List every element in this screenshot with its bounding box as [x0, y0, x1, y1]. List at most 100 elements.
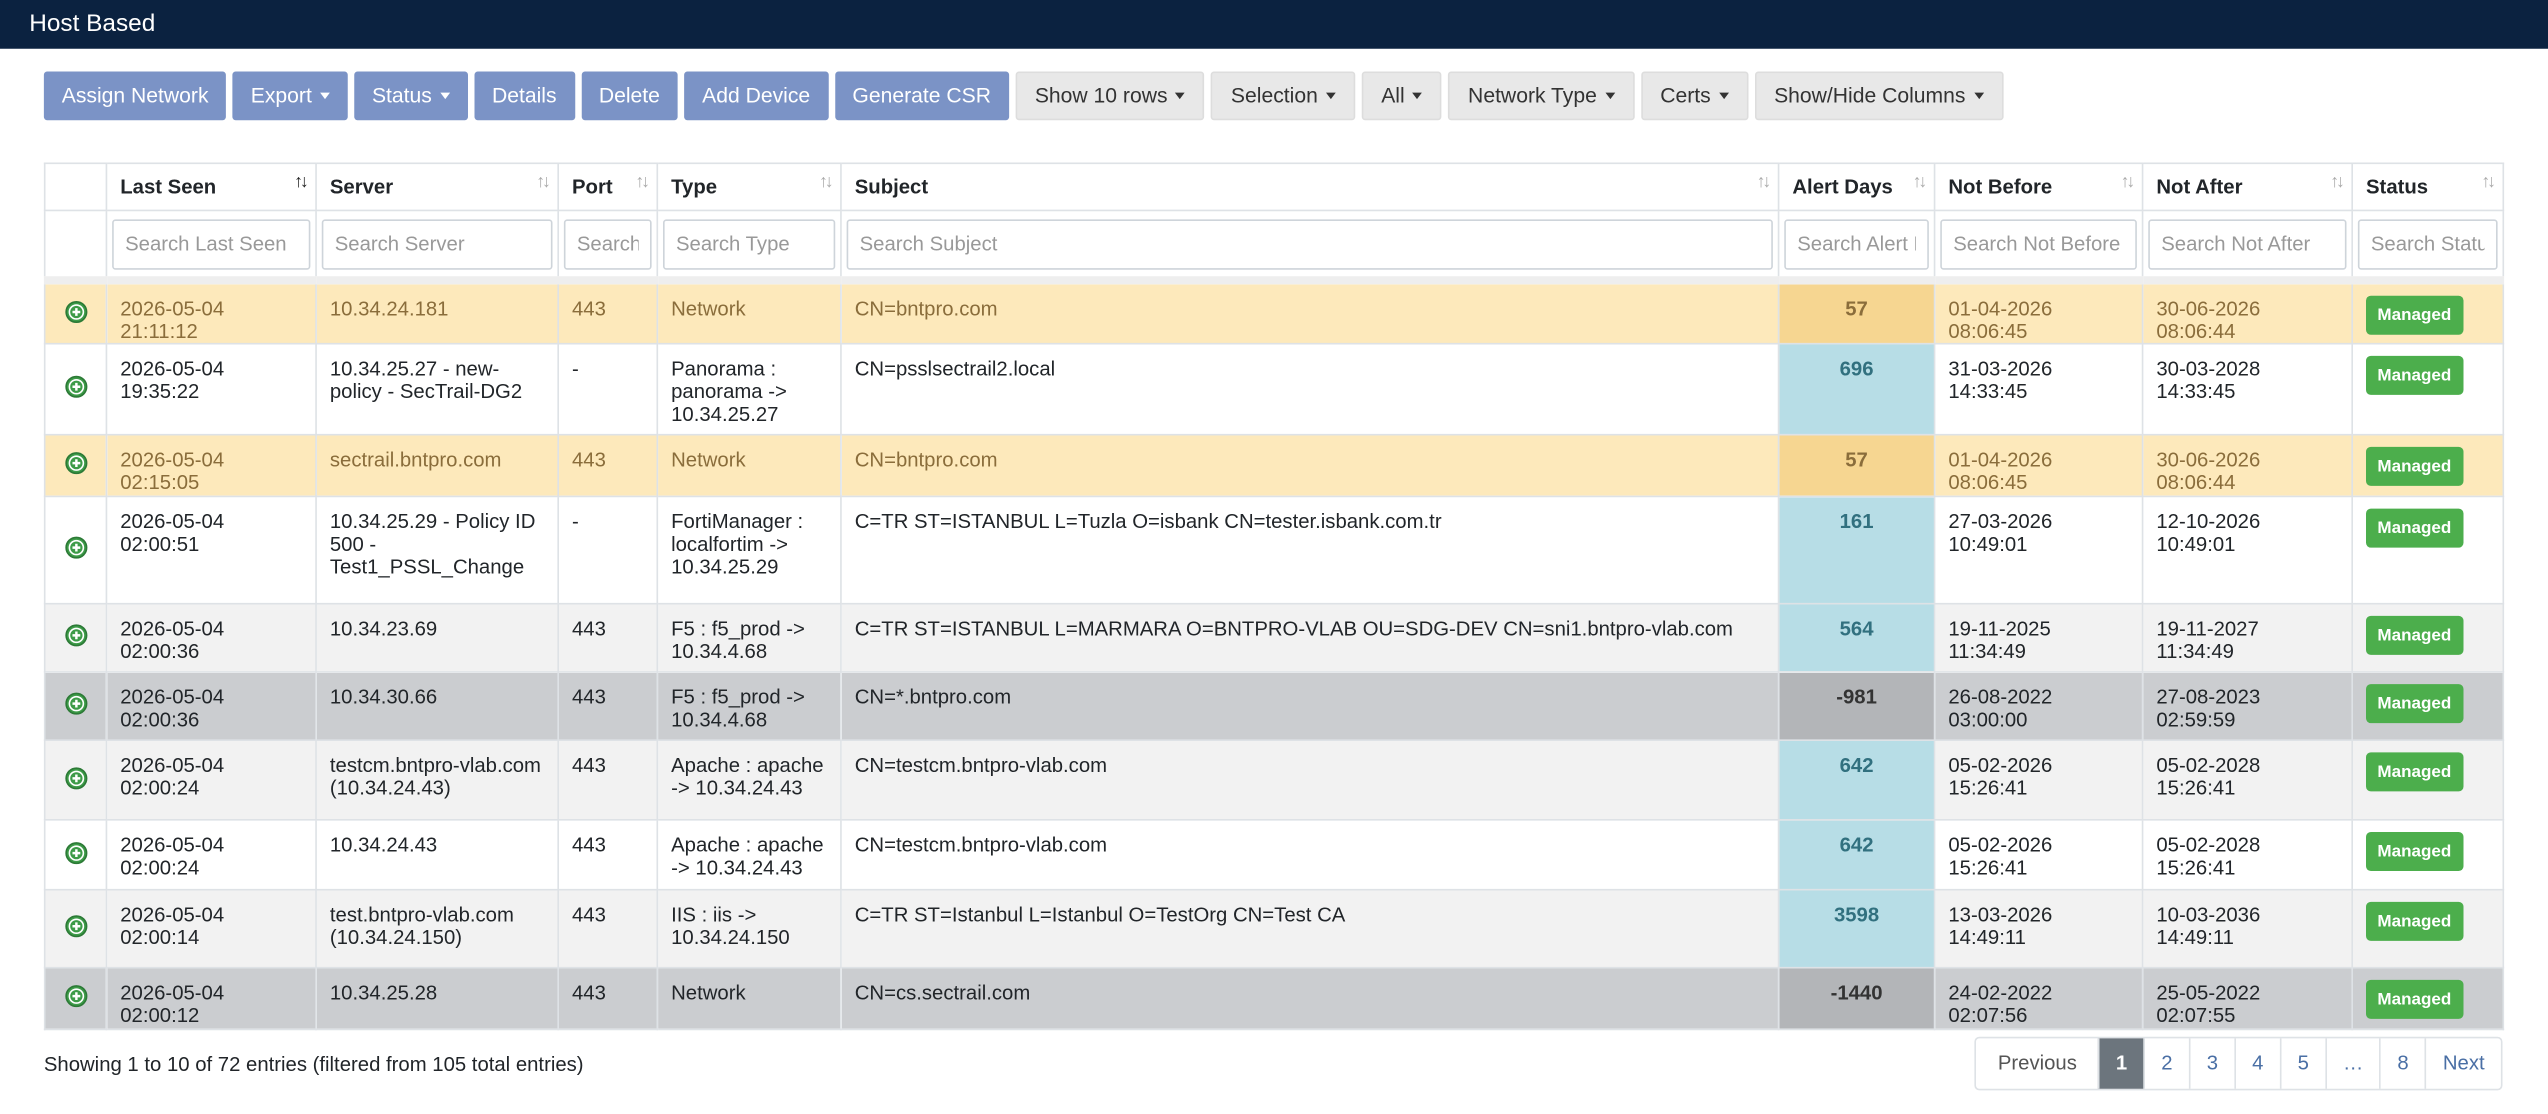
toolbar-button[interactable]: Show/Hide Columns [1754, 71, 2003, 121]
expand-cell [43, 342, 108, 436]
toolbar-button[interactable]: All [1361, 71, 1443, 121]
page-link[interactable]: 1 [2098, 1038, 2144, 1089]
expand-cell [43, 602, 108, 673]
server-cell: 10.34.25.29 - Policy ID 500 - Test1_PSSL… [315, 495, 559, 605]
toolbar-button[interactable]: Selection [1211, 71, 1356, 121]
alert-days-cell: 564 [1777, 602, 1936, 673]
type-cell: Network [656, 433, 842, 498]
subject-cell: C=TR ST=ISTANBUL L=MARMARA O=BNTPRO-VLAB… [840, 602, 1780, 673]
type-cell: IIS : iis -> 10.34.24.150 [656, 888, 842, 969]
search-input[interactable] [1940, 218, 2137, 269]
port-cell: 443 [557, 819, 659, 891]
search-input[interactable] [846, 218, 1773, 269]
page-link[interactable]: 3 [2188, 1038, 2234, 1089]
not-before-cell: 05-02-2026 15:26:41 [1933, 739, 2144, 821]
expand-icon[interactable] [64, 452, 87, 475]
expand-icon[interactable] [64, 692, 87, 715]
type-cell: Apache : apache -> 10.34.24.43 [656, 739, 842, 821]
toolbar-button[interactable]: Delete [580, 71, 678, 121]
column-header[interactable]: Server [315, 162, 559, 212]
toolbar-button[interactable]: Assign Network [43, 71, 227, 121]
column-header[interactable]: Alert Days [1777, 162, 1936, 212]
not-after-cell: 30-03-2028 14:33:45 [2141, 342, 2353, 436]
toolbar-button[interactable]: Show 10 rows [1015, 71, 1205, 121]
expand-icon[interactable] [64, 536, 87, 559]
toolbar-button[interactable]: Network Type [1448, 71, 1635, 121]
table-row: 2026-05-04 02:00:24 testcm.bntpro-vlab.co… [43, 739, 2505, 821]
subject-cell: CN=cs.sectrail.com [840, 966, 1780, 1031]
page-link[interactable]: 5 [2279, 1038, 2325, 1089]
status-cell: Managed [2351, 279, 2505, 345]
not-after-cell: 12-10-2026 10:49:01 [2141, 495, 2353, 605]
type-cell: FortiManager : localfortim -> 10.34.25.2… [656, 495, 842, 605]
not-after-cell: 10-03-2036 14:49:11 [2141, 888, 2353, 969]
table-row: 2026-05-04 02:15:05 sectrail.bntpro.com 44… [43, 433, 2505, 498]
status-cell: Managed [2351, 602, 2505, 673]
table-row: 2026-05-04 02:00:36 10.34.30.66 443 F5 : f5… [43, 671, 2505, 741]
server-cell: 10.34.24.181 [315, 279, 559, 345]
expand-icon[interactable] [64, 300, 87, 323]
status-cell: Managed [2351, 342, 2505, 436]
subject-cell: C=TR ST=ISTANBUL L=Tuzla O=isbank CN=tes… [840, 495, 1780, 605]
not-before-cell: 27-03-2026 10:49:01 [1933, 495, 2144, 605]
expand-icon[interactable] [64, 841, 87, 864]
toolbar-button[interactable]: Add Device [684, 71, 829, 121]
status-badge: Managed [2366, 752, 2463, 792]
table-row: 2026-05-04 19:35:22 10.34.25.27 - new-pol… [43, 342, 2505, 436]
column-header[interactable]: Port [557, 162, 659, 212]
expand-icon[interactable] [64, 624, 87, 647]
search-cell [43, 209, 108, 285]
alert-days-cell: 642 [1777, 819, 1936, 891]
toolbar-button[interactable]: Certs [1640, 71, 1749, 121]
status-cell: Managed [2351, 495, 2505, 605]
page-link[interactable]: 4 [2234, 1038, 2279, 1089]
not-before-cell: 01-04-2026 08:06:45 [1933, 279, 2144, 345]
search-input[interactable] [563, 218, 652, 269]
column-header[interactable]: Subject [840, 162, 1780, 212]
expand-icon[interactable] [64, 766, 87, 789]
status-cell: Managed [2351, 888, 2505, 969]
type-cell: F5 : f5_prod -> 10.34.4.68 [656, 602, 842, 673]
expand-icon[interactable] [64, 375, 87, 398]
not-before-cell: 24-02-2022 02:07:56 [1933, 966, 2144, 1031]
status-badge: Managed [2366, 355, 2463, 395]
page-link[interactable]: 2 [2143, 1038, 2188, 1089]
expand-icon[interactable] [64, 915, 87, 938]
status-badge: Managed [2366, 684, 2463, 724]
search-input[interactable] [663, 218, 836, 269]
status-badge: Managed [2366, 832, 2463, 871]
column-header[interactable]: Not After [2141, 162, 2353, 212]
expand-cell [43, 739, 108, 821]
last-seen-cell: 2026-05-04 21:11:12 [105, 279, 317, 345]
status-cell: Managed [2351, 739, 2505, 821]
search-cell [656, 209, 842, 285]
search-input[interactable] [2148, 218, 2347, 269]
search-cell [840, 209, 1780, 285]
header-cell [43, 162, 108, 212]
column-header[interactable]: Last Seen [105, 162, 317, 212]
header-row: Last SeenServerPortTypeSubjectAlert Days… [43, 162, 2505, 212]
expand-icon[interactable] [64, 985, 87, 1008]
page-link[interactable]: … [2325, 1038, 2379, 1089]
search-input[interactable] [2357, 218, 2498, 269]
entries-summary: Showing 1 to 10 of 72 entries (filtered … [43, 1053, 584, 1076]
toolbar-button[interactable]: Generate CSR [834, 71, 1009, 121]
toolbar-button[interactable]: Status [354, 71, 468, 121]
search-input[interactable] [1784, 218, 1929, 269]
search-input[interactable] [112, 218, 311, 269]
toolbar-button[interactable]: Export [232, 71, 348, 121]
page-link[interactable]: Next [2424, 1038, 2501, 1089]
search-input[interactable] [321, 218, 553, 269]
last-seen-cell: 2026-05-04 02:00:36 [105, 671, 317, 741]
page-link[interactable]: Previous [1997, 1051, 2077, 1075]
not-before-cell: 13-03-2026 14:49:11 [1933, 888, 2144, 969]
column-header[interactable]: Type [656, 162, 842, 212]
column-header[interactable]: Status [2351, 162, 2505, 212]
toolbar-button[interactable]: Details [474, 71, 575, 121]
status-badge: Managed [2366, 295, 2463, 335]
type-cell: F5 : f5_prod -> 10.34.4.68 [656, 671, 842, 741]
status-badge: Managed [2366, 508, 2463, 548]
column-header[interactable]: Not Before [1933, 162, 2144, 212]
alert-days-cell: -981 [1777, 671, 1936, 741]
page-link[interactable]: 8 [2379, 1038, 2425, 1089]
